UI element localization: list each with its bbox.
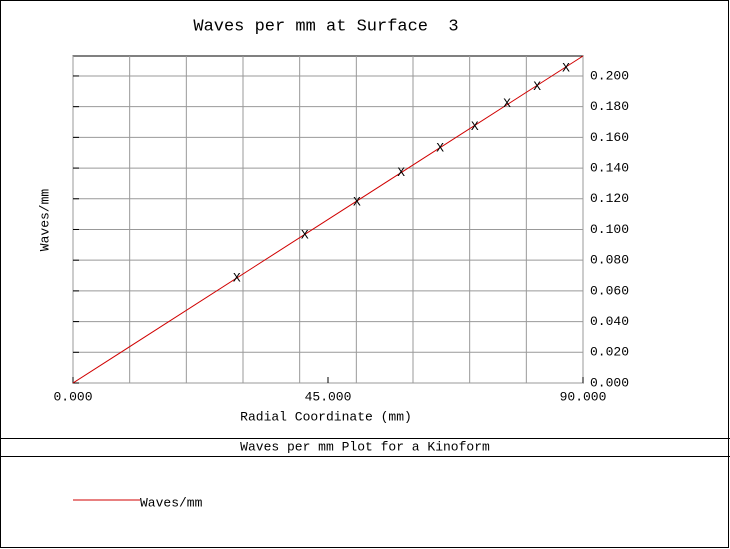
y-tick-label: 0.040 xyxy=(590,314,629,329)
chart-title: Waves per mm at Surface 3 xyxy=(193,17,458,36)
y-tick-label: 0.020 xyxy=(590,345,629,360)
legend-label: Waves/mm xyxy=(140,495,203,510)
y-tick-label: 0.060 xyxy=(590,283,629,298)
y-tick-label: 0.140 xyxy=(590,161,629,176)
y-tick-label: 0.100 xyxy=(590,222,629,237)
data-point: X xyxy=(397,165,405,180)
y-tick-label: 0.080 xyxy=(590,253,629,268)
y-tick-label: 0.200 xyxy=(590,68,629,83)
data-point: X xyxy=(562,61,570,76)
y-axis-label: Waves/mm xyxy=(37,189,52,252)
x-tick-label: 45.000 xyxy=(305,389,352,404)
data-point: X xyxy=(436,141,444,156)
data-point: X xyxy=(301,227,309,242)
data-point: X xyxy=(471,119,479,134)
y-tick-label: 0.180 xyxy=(590,99,629,114)
data-line xyxy=(72,55,584,384)
data-point: X xyxy=(353,194,361,209)
data-point: X xyxy=(503,96,511,111)
x-tick-label: 90.000 xyxy=(560,389,607,404)
footer: Waves per mm Plot for a Kinoform xyxy=(240,439,490,454)
data-point: X xyxy=(533,79,541,94)
x-axis-label: Radial Coordinate (mm) xyxy=(240,409,412,424)
y-tick-label: 0.120 xyxy=(590,191,629,206)
y-tick-label: 0.000 xyxy=(590,375,629,390)
x-tick-label: 0.000 xyxy=(53,389,92,404)
data-point: X xyxy=(233,270,241,285)
y-tick-label: 0.160 xyxy=(590,130,629,145)
